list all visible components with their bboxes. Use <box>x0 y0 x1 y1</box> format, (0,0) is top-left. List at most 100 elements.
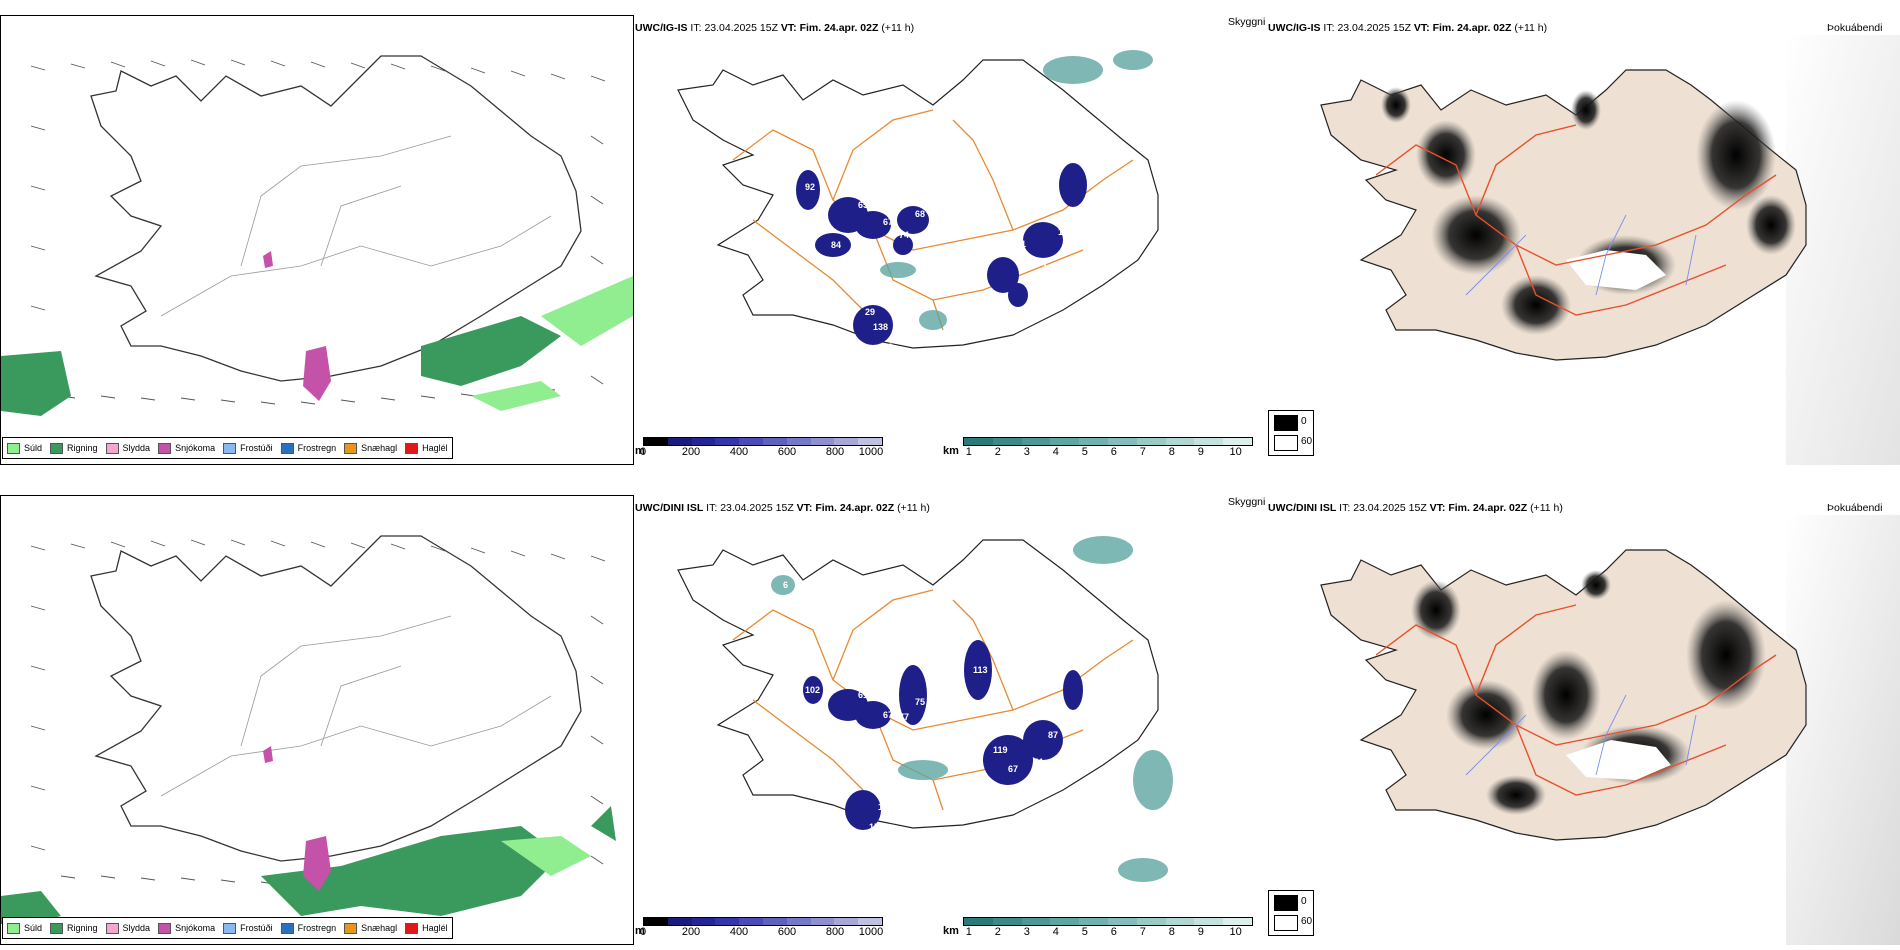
ceiling-tick: 200 <box>681 926 701 938</box>
roads <box>1375 604 1777 796</box>
legend-item: Snjókoma <box>158 442 216 454</box>
ceiling-colorbar-track <box>643 437 883 446</box>
fog-map <box>1320 35 1900 465</box>
label-value: 155 <box>869 822 884 832</box>
visibility-areas <box>880 50 1153 330</box>
it-label: IT: <box>1323 22 1335 34</box>
precip-areas <box>1 251 633 416</box>
it-value: 23.04.2025 15Z <box>704 22 778 34</box>
label-value: 74 <box>1033 757 1043 767</box>
forecast-offset: (+11 h) <box>881 22 915 34</box>
legend-label: Súld <box>24 923 43 933</box>
fog-panel: UWC/DINI ISL IT: 23.04.2025 15Z VT: Fim.… <box>1266 480 1900 950</box>
legend-item: Snjókoma <box>158 922 215 934</box>
ceiling-unit: m <box>635 445 645 457</box>
legend-label: Slydda <box>122 923 151 933</box>
precip-map <box>0 15 634 465</box>
vt-label: VT: <box>1413 22 1430 34</box>
legend-label: Snjókoma <box>175 443 216 453</box>
legend-swatch <box>105 442 119 454</box>
visibility-tick: 8 <box>1168 446 1175 458</box>
label-value: 67 <box>883 217 893 227</box>
label-value: 189 <box>878 342 893 352</box>
label-value: 102 <box>805 685 820 695</box>
iceland-outline <box>677 539 1159 829</box>
legend-label: Rigning <box>67 443 98 453</box>
legend-label: Snæhagl <box>361 923 398 933</box>
vt-value: Fim. 24.apr. 02Z <box>1448 502 1528 514</box>
roads <box>1375 124 1777 316</box>
label-value: 68 <box>915 209 925 219</box>
fog-legend-label: 0 <box>1301 896 1307 907</box>
forecast-offset: (+11 h) <box>897 502 930 514</box>
visibility-colorbar-track <box>963 917 1253 926</box>
ceiling-tick: 0 <box>639 446 647 458</box>
vt-value: Fim. 24.apr. 02Z <box>799 22 879 34</box>
model-name: UWC/IG-IS <box>635 22 688 34</box>
wind-barbs <box>30 59 606 405</box>
legend-label: Frostregn <box>297 443 337 453</box>
visibility-panel: UWC/IG-IS IT: 23.04.2025 15Z VT: Fim. 24… <box>633 0 1268 470</box>
visibility-tick: 7 <box>1139 926 1146 938</box>
ceiling-colorbar-track <box>643 917 883 926</box>
legend-label: Frostúði <box>240 923 273 933</box>
forecast-offset: (+11 h) <box>1514 22 1548 34</box>
variable-name: Skyggni <box>1228 16 1266 28</box>
iceland-outline <box>677 59 1159 349</box>
label-value: 84 <box>831 240 841 250</box>
visibility-tick: 2 <box>994 446 1001 458</box>
glacier-white <box>1566 250 1666 290</box>
fog-legend-label: 60 <box>1301 916 1313 927</box>
precip-map-canvas <box>1 535 616 926</box>
legend-label: Slydda <box>122 443 151 453</box>
visibility-colorbar-track <box>963 437 1253 446</box>
ceiling-tick: 400 <box>729 446 749 458</box>
ceiling-tick: 600 <box>777 926 797 938</box>
visibility-map: 6 102 61 67 77 75 113 119 67 74 87 116 1… <box>677 536 1173 882</box>
legend-item: Frostúði <box>223 922 273 934</box>
fog-legend-label: 60 <box>1301 436 1313 447</box>
wind-barbs <box>30 539 606 885</box>
visibility-tick: 1 <box>965 446 972 458</box>
legend-label: Rigning <box>67 923 98 933</box>
variable-name: Þokuábendi <box>1827 502 1883 514</box>
variable-name: Þokuábendi <box>1827 22 1883 34</box>
fog-legend-label: 0 <box>1301 416 1307 427</box>
legend-swatch <box>405 442 419 454</box>
ceiling-tick: 800 <box>825 926 845 938</box>
label-value: 75 <box>915 697 925 707</box>
ceiling-tick: 400 <box>729 926 749 938</box>
glacier-white <box>1566 740 1671 780</box>
rivers <box>1465 694 1697 776</box>
legend-item: Súld <box>7 922 43 934</box>
panel-header: UWC/IG-IS IT: 23.04.2025 15Z VT: Fim. 24… <box>635 22 914 34</box>
visibility-tick: 5 <box>1081 446 1088 458</box>
visibility-map: 16 92 65 67 68 74 84 181 107 103 29 138 … <box>677 50 1159 352</box>
ceiling-tick: 800 <box>825 446 845 458</box>
legend-item: Rigning <box>50 442 98 454</box>
legend-item: Haglél <box>405 442 448 454</box>
ceiling-tick: 600 <box>777 446 797 458</box>
visibility-labels: 6 102 61 67 77 75 113 119 67 74 87 116 1… <box>783 580 1058 832</box>
visibility-tick: 6 <box>1110 446 1117 458</box>
visibility-colorbar: 1 2 3 4 5 6 7 8 9 10 <box>963 437 1253 459</box>
label-value: 138 <box>873 322 888 332</box>
rivers <box>1465 214 1697 296</box>
panel-header: UWC/IG-IS IT: 23.04.2025 15Z VT: Fim. 24… <box>1268 22 1547 34</box>
label-value: 107 <box>1033 258 1048 268</box>
legend-swatch <box>7 922 20 934</box>
visibility-tick: 7 <box>1139 446 1146 458</box>
visibility-tick: 5 <box>1081 926 1088 938</box>
ceiling-unit: m <box>635 925 645 937</box>
fog-legend-swatch-high <box>1274 415 1298 431</box>
iceland-outline <box>90 55 582 382</box>
visibility-tick: 4 <box>1052 926 1059 938</box>
it-value: 23.04.2025 15Z <box>1337 22 1411 34</box>
legend-item: Súld <box>7 442 42 454</box>
roads <box>160 615 552 797</box>
visibility-tick: 9 <box>1197 926 1204 938</box>
visibility-unit: km <box>943 925 959 937</box>
visibility-tick: 3 <box>1023 446 1030 458</box>
vt-label: VT: <box>1429 502 1446 514</box>
legend-swatch <box>7 442 20 454</box>
